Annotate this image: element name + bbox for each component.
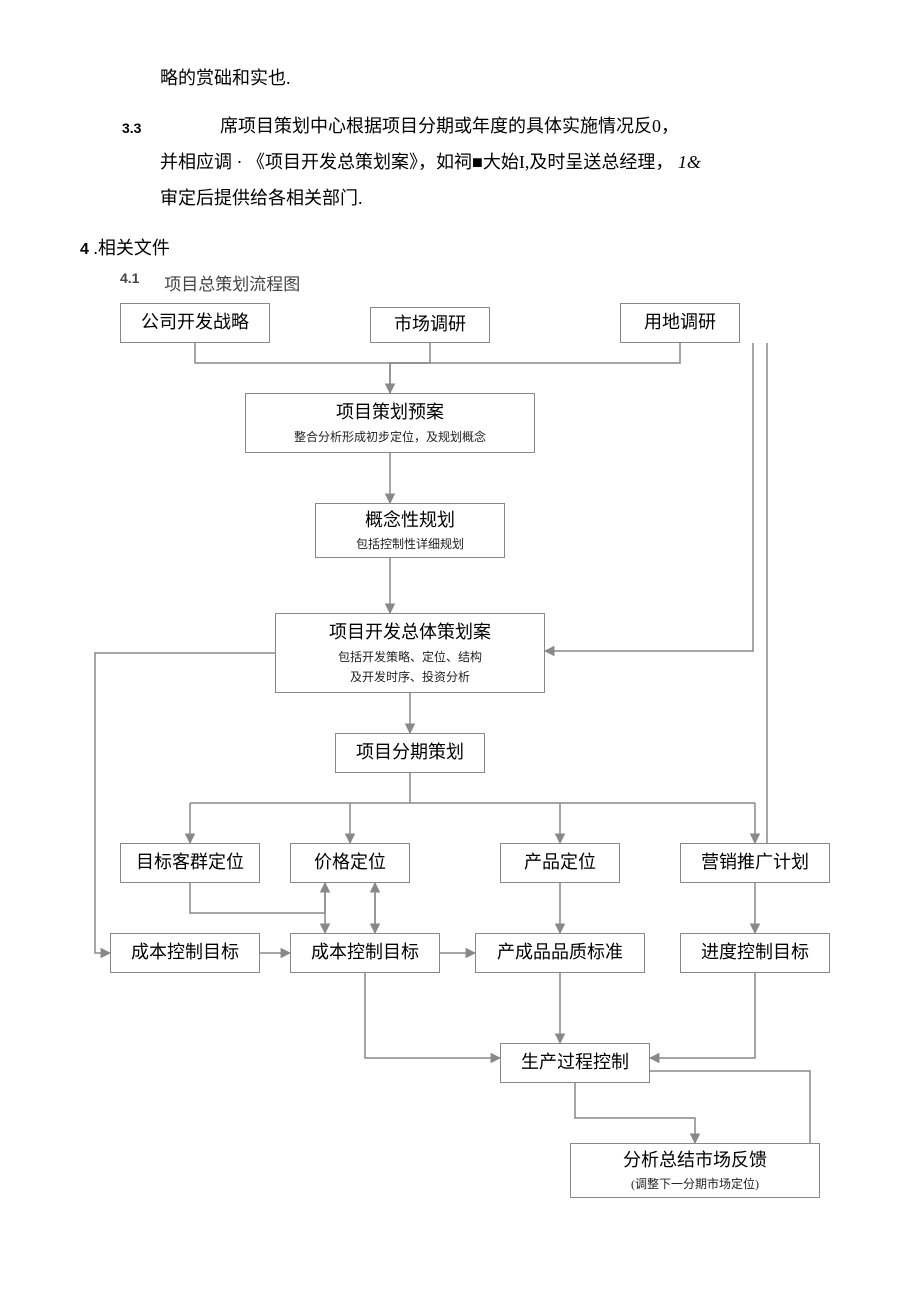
flowchart-node-n10: 产品定位: [500, 843, 620, 883]
node-title: 价格定位: [314, 850, 386, 875]
node-title: 目标客群定位: [136, 850, 244, 875]
text-line: 席项目策划中心根据项目分期或年度的具体实施情况反0，: [220, 116, 679, 136]
flowchart-node-n5: 概念性规划包括控制性详细规划: [315, 503, 505, 558]
section-3-3: 3.3 席项目策划中心根据项目分期或年度的具体实施情况反0， 并相应调 · 《项…: [160, 108, 820, 216]
section-4-heading: 4 .相关文件: [80, 234, 840, 260]
section-4-1-heading: 4.1 项目总策划流程图: [120, 270, 840, 295]
flowchart-node-n6: 项目开发总体策划案包括开发策略、定位、结构及开发时序、投资分析: [275, 613, 545, 693]
flowchart-node-n2: 市场调研: [370, 307, 490, 343]
node-title: 项目策划预案: [336, 400, 444, 425]
flowchart-node-n12: 成本控制目标: [110, 933, 260, 973]
section-number: 4.1: [120, 270, 160, 286]
node-subtitle: 包括开发策略、定位、结构: [338, 648, 482, 666]
node-title: 概念性规划: [365, 508, 455, 533]
node-title: 分析总结市场反馈: [623, 1148, 767, 1173]
node-subtitle: (调整下一分期市场定位): [631, 1175, 759, 1193]
flowchart-node-n1: 公司开发战略: [120, 303, 270, 343]
node-subtitle: 包括控制性详细规划: [356, 535, 464, 553]
node-title: 成本控制目标: [311, 940, 419, 965]
flowchart-diagram: 公司开发战略 市场调研 用地调研项目策划预案整合分析形成初步定位，及规划概念概念性规…: [80, 303, 840, 1223]
flowchart-node-n11: 营销推广计划: [680, 843, 830, 883]
flowchart-node-n4: 项目策划预案整合分析形成初步定位，及规划概念: [245, 393, 535, 453]
flowchart-node-n3: 用地调研: [620, 303, 740, 343]
node-title: 产品定位: [524, 850, 596, 875]
node-title: 项目开发总体策划案: [329, 620, 491, 645]
node-title: 公司开发战略: [141, 310, 249, 335]
node-title: 产成品品质标准: [497, 940, 623, 965]
flowchart-node-n17: 分析总结市场反馈 (调整下一分期市场定位): [570, 1143, 820, 1198]
flowchart-node-n15: 进度控制目标: [680, 933, 830, 973]
node-subtitle: 整合分析形成初步定位，及规划概念: [294, 428, 486, 446]
section-number: 4: [80, 241, 89, 258]
text-line: 略的赏础和实也.: [160, 68, 291, 88]
node-title: 成本控制目标: [131, 940, 239, 965]
flowchart-node-n16: 生产过程控制: [500, 1043, 650, 1083]
node-title: 用地调研: [644, 310, 716, 335]
paragraph-1: 略的赏础和实也.: [160, 60, 820, 96]
heading-text: .相关文件: [93, 238, 170, 258]
node-title: 营销推广计划: [701, 850, 809, 875]
text-italic: 1&: [678, 152, 701, 172]
flowchart-node-n8: 目标客群定位: [120, 843, 260, 883]
text-line: 并相应调 · 《项目开发总策划案》，如祠■大始I,及时呈送总经理，: [160, 152, 673, 172]
flowchart-node-n9: 价格定位: [290, 843, 410, 883]
node-title: 市场调研: [394, 312, 466, 337]
flowchart-node-n14: 产成品品质标准: [475, 933, 645, 973]
flowchart-node-n13: 成本控制目标: [290, 933, 440, 973]
section-number: 3.3: [122, 114, 162, 142]
node-title: 生产过程控制: [521, 1050, 629, 1075]
node-title: 进度控制目标: [701, 940, 809, 965]
text-line: 审定后提供给各相关部门.: [160, 188, 363, 208]
node-subtitle: 及开发时序、投资分析: [350, 668, 470, 686]
flowchart-node-n7: 项目分期策划: [335, 733, 485, 773]
node-title: 项目分期策划: [356, 740, 464, 765]
subheading-text: 项目总策划流程图: [164, 275, 300, 294]
